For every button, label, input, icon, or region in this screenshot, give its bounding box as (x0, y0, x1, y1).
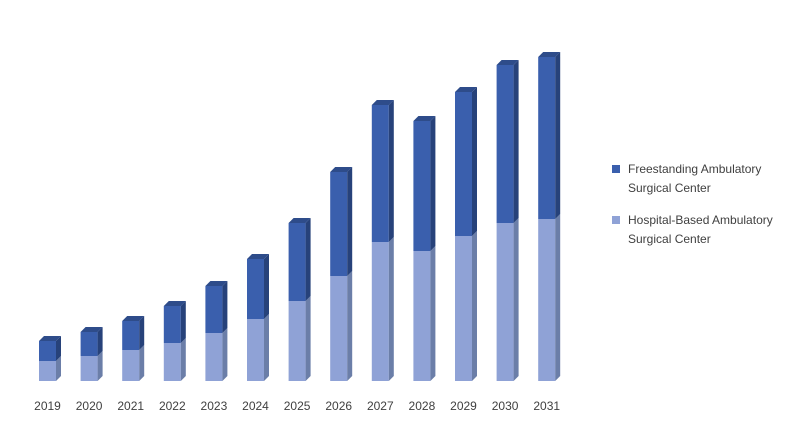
bar-side-hospital-based-2027 (388, 237, 394, 381)
bar-hospital-based-2022 (163, 343, 181, 381)
bar-hospital-based-2019 (39, 361, 56, 381)
bar-hospital-based-2029 (455, 236, 472, 381)
bar-side-freestanding-2023 (222, 281, 228, 333)
x-tick-label-2022: 2022 (159, 399, 186, 413)
bar-side-freestanding-2022 (180, 301, 186, 343)
bar-hospital-based-2027 (371, 242, 389, 381)
bar-side-hospital-based-2029 (472, 231, 477, 381)
bar-side-hospital-based-2020 (97, 351, 103, 381)
bar-hospital-based-2026 (330, 276, 348, 381)
bar-freestanding-2029 (455, 92, 472, 236)
bar-top-freestanding-2031 (538, 52, 561, 57)
bar-top-freestanding-2025 (288, 218, 311, 223)
bar-hospital-based-2025 (288, 301, 306, 381)
bar-top-freestanding-2029 (455, 87, 477, 92)
bar-side-freestanding-2029 (472, 87, 477, 236)
bar-side-freestanding-2019 (56, 336, 61, 361)
x-tick-label-2025: 2025 (284, 399, 311, 413)
legend-item-freestanding: Freestanding Ambulatory Surgical Center (612, 160, 787, 197)
bar-side-hospital-based-2025 (305, 296, 311, 381)
bar-side-hospital-based-2030 (513, 218, 519, 381)
bar-freestanding-2031 (538, 57, 556, 219)
bar-top-freestanding-2030 (496, 60, 519, 65)
legend-item-hospital-based: Hospital-Based Ambulatory Surgical Cente… (612, 211, 787, 248)
bar-freestanding-2028 (413, 121, 431, 251)
bar-side-freestanding-2024 (264, 254, 269, 319)
bar-freestanding-2022 (163, 306, 181, 343)
bar-freestanding-2030 (496, 65, 514, 223)
x-tick-label-2026: 2026 (325, 399, 352, 413)
x-tick-label-2024: 2024 (242, 399, 269, 413)
bar-side-freestanding-2026 (347, 167, 353, 276)
bar-side-freestanding-2027 (388, 100, 394, 242)
bar-hospital-based-2024 (247, 319, 264, 381)
bar-side-hospital-based-2031 (555, 214, 561, 381)
bar-hospital-based-2031 (538, 219, 556, 381)
bar-freestanding-2024 (247, 259, 264, 319)
x-tick-label-2019: 2019 (34, 399, 61, 413)
bar-side-freestanding-2021 (139, 316, 145, 350)
bar-hospital-based-2028 (413, 251, 431, 381)
bar-hospital-based-2030 (496, 223, 514, 381)
bar-top-freestanding-2028 (413, 116, 436, 121)
bar-top-freestanding-2021 (122, 316, 145, 321)
legend-label-hospital-based: Hospital-Based Ambulatory Surgical Cente… (628, 213, 773, 246)
bar-side-hospital-based-2022 (180, 338, 186, 381)
bar-top-freestanding-2022 (163, 301, 186, 306)
bar-freestanding-2019 (39, 341, 56, 361)
bar-hospital-based-2023 (205, 333, 223, 381)
legend-swatch-hospital-based (612, 216, 620, 224)
bar-top-freestanding-2024 (247, 254, 269, 259)
bar-top-freestanding-2020 (80, 327, 103, 332)
bar-freestanding-2027 (371, 105, 389, 242)
legend: Freestanding Ambulatory Surgical Center … (612, 160, 787, 262)
bar-side-freestanding-2020 (97, 327, 103, 356)
bar-freestanding-2023 (205, 286, 223, 333)
bar-side-hospital-based-2024 (264, 314, 269, 381)
bar-freestanding-2020 (80, 332, 98, 356)
x-tick-label-2028: 2028 (409, 399, 436, 413)
bar-side-freestanding-2031 (555, 52, 561, 219)
bar-side-freestanding-2030 (513, 60, 519, 223)
bar-hospital-based-2020 (80, 356, 98, 381)
x-axis-ticks: 2019 2020 2021 2022 2023 2024 2025 2026 2027 2028… (34, 399, 560, 413)
bar-top-freestanding-2027 (371, 100, 394, 105)
x-tick-label-2023: 2023 (201, 399, 228, 413)
bar-freestanding-2025 (288, 223, 306, 301)
x-tick-label-2020: 2020 (76, 399, 103, 413)
bar-side-hospital-based-2028 (430, 246, 436, 381)
bar-side-hospital-based-2026 (347, 271, 353, 381)
x-tick-label-2021: 2021 (117, 399, 144, 413)
legend-label-freestanding: Freestanding Ambulatory Surgical Center (628, 162, 762, 195)
bar-side-freestanding-2025 (305, 218, 311, 301)
bar-freestanding-2021 (122, 321, 140, 350)
bar-top-freestanding-2023 (205, 281, 228, 286)
bar-side-hospital-based-2019 (56, 356, 61, 381)
bar-top-freestanding-2026 (330, 167, 353, 172)
bar-freestanding-2026 (330, 172, 348, 276)
x-tick-label-2029: 2029 (450, 399, 477, 413)
bars-group (39, 52, 561, 381)
bar-side-hospital-based-2023 (222, 328, 228, 381)
bar-side-freestanding-2028 (430, 116, 436, 251)
legend-swatch-freestanding (612, 165, 620, 173)
bar-side-hospital-based-2021 (139, 345, 145, 381)
x-tick-label-2030: 2030 (492, 399, 519, 413)
bar-hospital-based-2021 (122, 350, 140, 381)
bar-top-freestanding-2019 (39, 336, 61, 341)
x-tick-label-2031: 2031 (533, 399, 560, 413)
x-tick-label-2027: 2027 (367, 399, 394, 413)
